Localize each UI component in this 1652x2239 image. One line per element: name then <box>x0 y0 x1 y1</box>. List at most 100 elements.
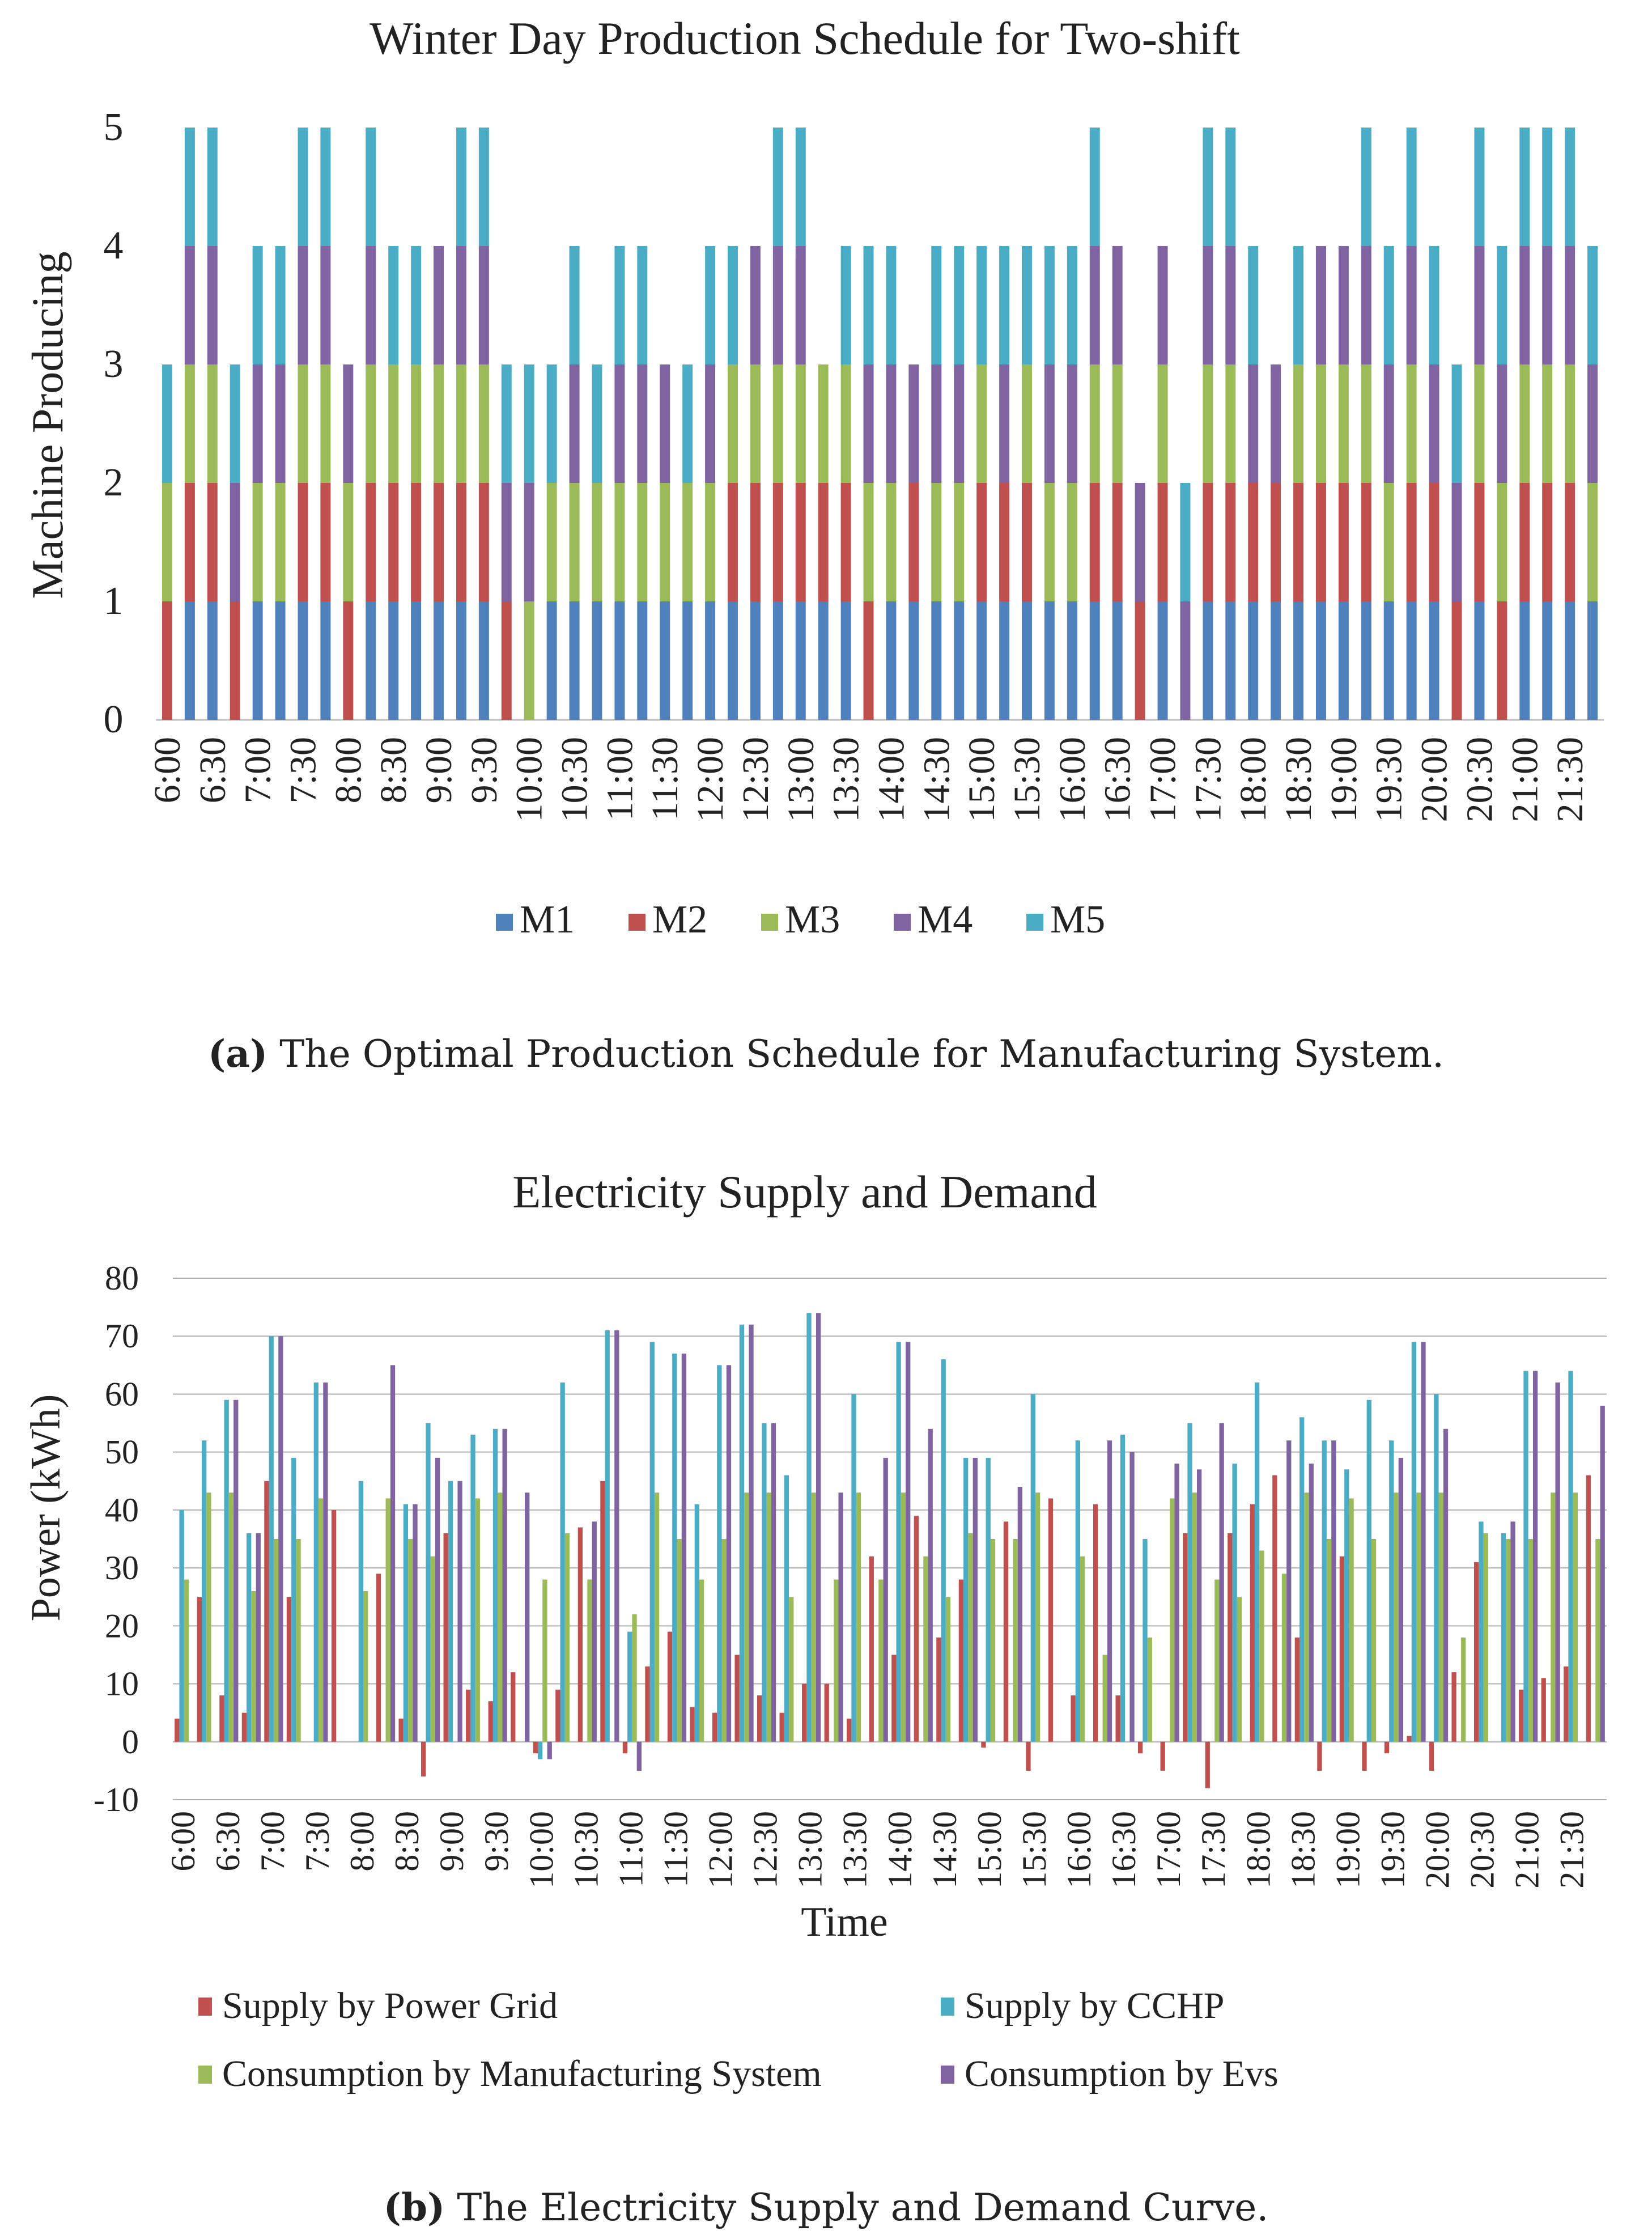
bar-segment-m3 <box>1474 364 1485 483</box>
bar-segment-m1 <box>818 601 829 720</box>
bar-consumption-by-evs <box>323 1383 328 1742</box>
bar-segment-m1 <box>772 601 783 720</box>
bar-consumption-by-manufacturing-system <box>632 1614 637 1742</box>
caption-a: (a) The Optimal Production Schedule for … <box>0 1032 1652 1076</box>
bar-supply-by-power-grid <box>1473 1562 1479 1742</box>
bar-segment-m4 <box>705 364 716 483</box>
bar-consumption-by-manufacturing-system <box>1506 1539 1511 1742</box>
bar-segment-m4 <box>569 364 580 483</box>
bar-segment-m4 <box>320 246 331 364</box>
bar-segment-m3 <box>252 483 263 601</box>
legend-swatch-1 <box>198 1998 212 2016</box>
bar-supply-by-power-grid <box>466 1689 471 1742</box>
chart-b-x-tick-label: 10:30 <box>567 1811 605 1889</box>
chart-b-x-tick-label: 12:30 <box>747 1811 784 1889</box>
bar-segment-m1 <box>569 601 580 720</box>
bar-supply-by-power-grid <box>600 1481 605 1742</box>
bar-segment-m1 <box>1474 601 1485 720</box>
bar-segment-m4 <box>1044 364 1055 483</box>
bar-segment-m3 <box>818 364 829 483</box>
bar-supply-by-cchp <box>492 1428 498 1742</box>
bar-supply-by-cchp <box>358 1481 364 1742</box>
bar-segment-m5 <box>1225 128 1236 246</box>
bar-segment-m4 <box>954 364 965 483</box>
bar-segment-m2 <box>1338 483 1349 601</box>
chart-a-x-tick-label: 21:00 <box>1504 737 1545 822</box>
bar-supply-by-cchp <box>1187 1423 1192 1742</box>
bar-consumption-by-evs <box>457 1481 462 1742</box>
bar-supply-by-power-grid <box>398 1718 404 1742</box>
chart-a-x-tick-label: 6:00 <box>147 737 188 803</box>
bar-segment-m3 <box>1293 364 1304 483</box>
chart-b-x-tick-label: 15:00 <box>971 1811 1008 1889</box>
bar-consumption-by-manufacturing-system <box>923 1556 928 1742</box>
bar-segment-m5 <box>863 246 874 364</box>
bar-consumption-by-evs <box>1532 1371 1538 1742</box>
bar-consumption-by-evs <box>1510 1521 1515 1742</box>
bar-consumption-by-evs <box>525 1492 530 1742</box>
bar-supply-by-power-grid <box>1183 1533 1188 1742</box>
chart-b-x-tick-label: 6:30 <box>209 1811 247 1872</box>
chart-a-x-tick-label: 15:30 <box>1007 737 1048 822</box>
chart-b-x-tick-label: 11:30 <box>657 1811 695 1887</box>
chart-b-x-tick-label: 20:00 <box>1419 1811 1456 1889</box>
bar-supply-by-power-grid <box>779 1712 784 1742</box>
bar-supply-by-cchp <box>1075 1440 1081 1742</box>
bar-segment-m1 <box>682 601 693 720</box>
bar-segment-m3 <box>1112 364 1123 483</box>
chart-a-x-tick-label: 19:00 <box>1323 737 1365 822</box>
bar-consumption-by-manufacturing-system <box>1371 1539 1377 1742</box>
chart-b-x-tick-label: 14:00 <box>881 1811 919 1889</box>
bar-consumption-by-manufacturing-system <box>1416 1492 1421 1742</box>
bar-segment-m5 <box>1203 128 1213 246</box>
bar-segment-m5 <box>931 246 942 364</box>
bar-segment-m3 <box>1203 364 1213 483</box>
bar-segment-m2 <box>1361 483 1371 601</box>
bar-consumption-by-evs <box>681 1353 687 1742</box>
bar-segment-m3 <box>478 364 489 483</box>
bar-segment-m4 <box>1180 601 1191 720</box>
bar-supply-by-power-grid <box>1384 1741 1390 1754</box>
caption-b-label: (b) <box>383 2185 445 2229</box>
bar-consumption-by-manufacturing-system <box>1528 1539 1533 1742</box>
bar-segment-m4 <box>1429 364 1439 483</box>
legend-label-2: Supply by CCHP <box>965 1985 1224 2026</box>
bar-consumption-by-manufacturing-system <box>408 1539 413 1742</box>
chart-b-y-tick-label: 70 <box>105 1317 139 1355</box>
bar-supply-by-power-grid <box>1294 1637 1300 1742</box>
bar-supply-by-power-grid <box>1138 1741 1143 1754</box>
chart-b-x-tick-label: 7:30 <box>299 1811 336 1872</box>
bar-supply-by-cchp <box>1366 1400 1371 1742</box>
bar-segment-m5 <box>456 128 466 246</box>
legend-label-1: Supply by Power Grid <box>222 1985 558 2026</box>
bar-consumption-by-evs <box>614 1330 619 1742</box>
bar-segment-m1 <box>637 601 648 720</box>
bar-consumption-by-manufacturing-system <box>878 1579 884 1742</box>
bar-segment-m1 <box>366 601 376 720</box>
bar-segment-m4 <box>1338 246 1349 364</box>
electricity-chart: Electricity Supply and Demand Power (kWh… <box>23 1166 1607 2094</box>
bar-segment-m3 <box>388 364 399 483</box>
bar-supply-by-power-grid <box>286 1597 292 1742</box>
chart-a-y-tick-label: 3 <box>104 342 124 386</box>
bar-segment-m2 <box>863 601 874 720</box>
bar-segment-m2 <box>1248 483 1259 601</box>
bar-supply-by-power-grid <box>869 1556 874 1742</box>
bar-consumption-by-manufacturing-system <box>296 1539 301 1742</box>
bar-supply-by-cchp <box>717 1365 722 1742</box>
bar-segment-m1 <box>1157 601 1168 720</box>
bar-consumption-by-manufacturing-system <box>1080 1556 1085 1742</box>
bar-segment-m2 <box>230 601 240 720</box>
bar-segment-m2 <box>1112 483 1123 601</box>
bar-segment-m2 <box>1497 601 1507 720</box>
chart-b-x-tick-label: 11:00 <box>612 1811 649 1887</box>
legend-swatch-4 <box>941 2066 954 2084</box>
bar-segment-m2 <box>1203 483 1213 601</box>
chart-b-x-tick-label: 9:00 <box>433 1811 470 1872</box>
chart-a-x-tick-label: 13:00 <box>780 737 822 822</box>
bar-consumption-by-manufacturing-system <box>1326 1539 1332 1742</box>
bar-supply-by-cchp <box>1143 1539 1148 1742</box>
bar-supply-by-cchp <box>784 1475 789 1742</box>
bar-segment-m2 <box>501 601 512 720</box>
